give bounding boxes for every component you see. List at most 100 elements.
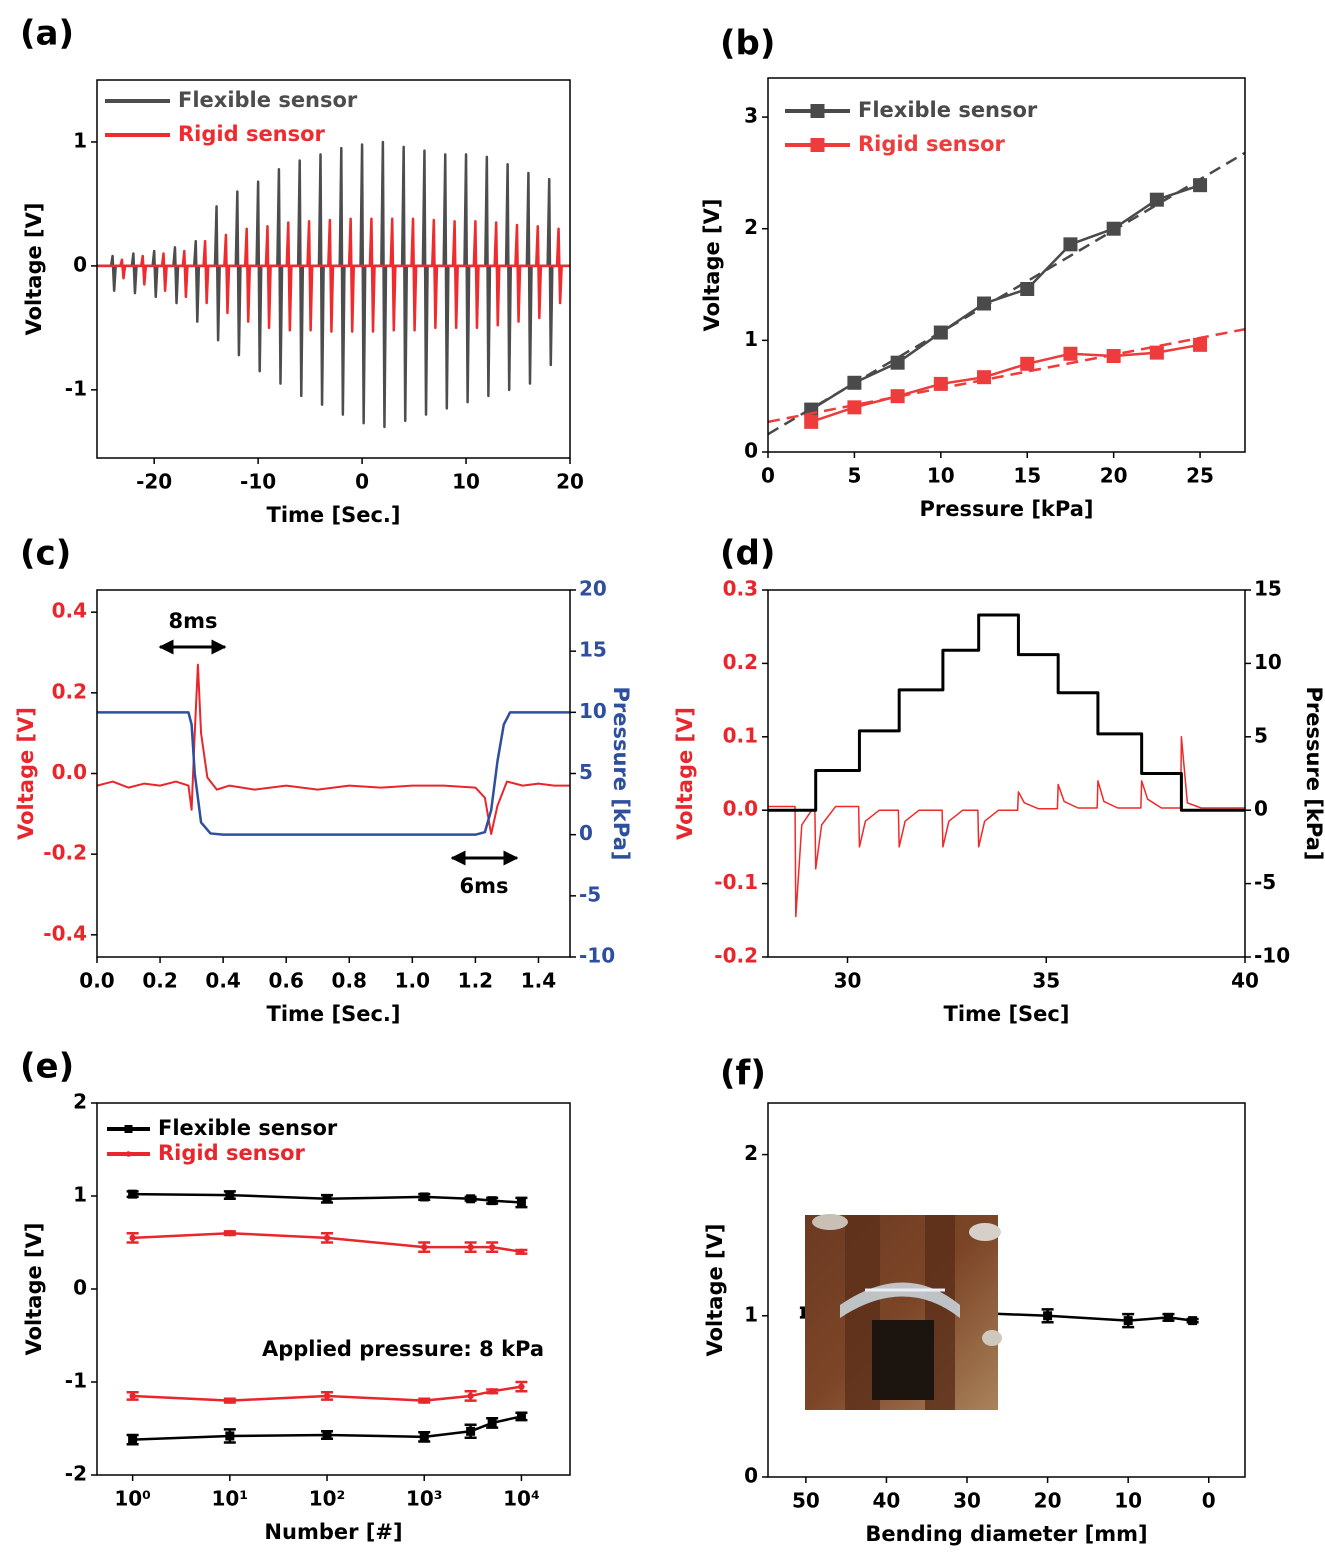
x-axis-label: Time [Sec] bbox=[944, 1002, 1070, 1026]
x-tick-label: 0.6 bbox=[268, 969, 303, 993]
data-point bbox=[467, 1244, 474, 1251]
data-point bbox=[890, 355, 905, 370]
data-point bbox=[1149, 345, 1164, 360]
x-tick-label: 0.0 bbox=[79, 969, 114, 993]
data-point bbox=[1106, 221, 1121, 236]
data-point bbox=[516, 1411, 526, 1421]
y-tick-label: -1 bbox=[65, 376, 87, 400]
y-tick-label: -1 bbox=[65, 1369, 87, 1393]
y-tick-label: 2 bbox=[73, 1090, 87, 1114]
panel-label: (f) bbox=[720, 1054, 766, 1094]
data-line bbox=[97, 711, 570, 836]
y2-tick-label: 10 bbox=[579, 699, 607, 723]
plot-frame bbox=[767, 589, 1246, 958]
data-point bbox=[518, 1248, 525, 1255]
y2-tick-label: -10 bbox=[579, 944, 615, 968]
plot-frame bbox=[96, 589, 571, 958]
y-tick-label: 1 bbox=[744, 1302, 758, 1326]
data-point bbox=[890, 389, 905, 404]
data-point bbox=[225, 1190, 235, 1200]
annotation: 6ms bbox=[460, 874, 509, 898]
data-point bbox=[977, 296, 992, 311]
data-point bbox=[489, 1388, 496, 1395]
data-point bbox=[1149, 192, 1164, 207]
panel-label: (d) bbox=[720, 534, 775, 574]
y-tick-label: 0.2 bbox=[723, 650, 758, 674]
data-point bbox=[322, 1194, 332, 1204]
y-tick-label: 0.1 bbox=[723, 723, 758, 747]
data-point bbox=[322, 1430, 332, 1440]
y2-tick-label: 5 bbox=[579, 760, 593, 784]
data-point bbox=[1063, 346, 1078, 361]
y-axis-label: Voltage [V] bbox=[22, 203, 46, 336]
data-point bbox=[1020, 282, 1035, 297]
data-point bbox=[487, 1196, 497, 1206]
y-tick-label: -2 bbox=[65, 1462, 87, 1486]
y-tick-label: -0.4 bbox=[43, 921, 87, 945]
data-point bbox=[1020, 356, 1035, 371]
data-point bbox=[129, 1392, 136, 1400]
x-tick-label: 10⁰ bbox=[114, 1487, 151, 1511]
y-tick-label: 3 bbox=[744, 104, 758, 128]
y-axis-label: Voltage [V] bbox=[22, 1223, 46, 1356]
annotation: Applied pressure: 8 kPa bbox=[262, 1337, 544, 1361]
x-tick-label: 0.4 bbox=[205, 969, 240, 993]
data-point bbox=[489, 1244, 496, 1251]
x-tick-label: 10⁴ bbox=[503, 1487, 540, 1511]
legend-marker bbox=[810, 138, 825, 152]
x-tick-label: 40 bbox=[1231, 969, 1259, 993]
plot-frame bbox=[96, 79, 571, 459]
legend-label: Flexible sensor bbox=[858, 98, 1038, 122]
legend-label: Flexible sensor bbox=[158, 1116, 338, 1140]
data-point bbox=[1106, 348, 1121, 363]
x-tick-label: -10 bbox=[240, 470, 276, 494]
x-tick-label: 30 bbox=[953, 1489, 981, 1513]
data-point bbox=[977, 370, 992, 385]
y-tick-label: 0.0 bbox=[723, 797, 758, 821]
data-point bbox=[128, 1189, 138, 1199]
y-tick-label: 2 bbox=[744, 215, 758, 239]
y-tick-label: 0 bbox=[73, 252, 87, 276]
data-point bbox=[226, 1397, 233, 1404]
y-tick-label: 1 bbox=[744, 327, 758, 351]
y2-tick-label: 15 bbox=[579, 638, 607, 662]
x-axis-label: Time [Sec.] bbox=[267, 1002, 401, 1026]
legend-marker bbox=[124, 1125, 133, 1133]
x-axis-label: Time [Sec.] bbox=[267, 503, 401, 527]
data-point bbox=[323, 1234, 331, 1241]
y-tick-label: -0.1 bbox=[714, 870, 758, 894]
x-tick-label: 0 bbox=[355, 470, 369, 494]
x-tick-label: 1.4 bbox=[521, 969, 556, 993]
x-axis-label: Bending diameter [mm] bbox=[865, 1522, 1147, 1546]
data-point bbox=[847, 400, 862, 415]
data-point bbox=[421, 1244, 428, 1251]
x-tick-label: 0.8 bbox=[332, 969, 367, 993]
data-point bbox=[487, 1418, 497, 1428]
data-point bbox=[516, 1198, 526, 1208]
data-point bbox=[129, 1234, 136, 1241]
y2-tick-label: 10 bbox=[1254, 650, 1282, 674]
data-point bbox=[466, 1426, 476, 1436]
legend-marker bbox=[125, 1151, 132, 1157]
x-tick-label: 10 bbox=[927, 464, 955, 488]
x-tick-label: 30 bbox=[834, 969, 862, 993]
x-tick-label: 10¹ bbox=[212, 1487, 249, 1511]
panel-label: (a) bbox=[20, 14, 74, 54]
data-point bbox=[933, 376, 948, 391]
data-point bbox=[518, 1383, 525, 1390]
legend-label: Rigid sensor bbox=[858, 132, 1006, 156]
x-tick-label: 40 bbox=[873, 1489, 901, 1513]
data-point bbox=[419, 1192, 429, 1202]
x-tick-label: 20 bbox=[1034, 1489, 1062, 1513]
data-line bbox=[97, 663, 570, 835]
data-point bbox=[225, 1431, 235, 1441]
y2-tick-label: 0 bbox=[579, 821, 593, 845]
legend-label: Flexible sensor bbox=[178, 88, 358, 112]
data-point bbox=[467, 1392, 474, 1400]
x-axis-label: Pressure [kPa] bbox=[919, 497, 1093, 521]
y-tick-label: 2 bbox=[744, 1141, 758, 1165]
legend-label: Rigid sensor bbox=[178, 122, 326, 146]
y-tick-label: 0.0 bbox=[52, 760, 87, 784]
data-point bbox=[1193, 178, 1208, 193]
